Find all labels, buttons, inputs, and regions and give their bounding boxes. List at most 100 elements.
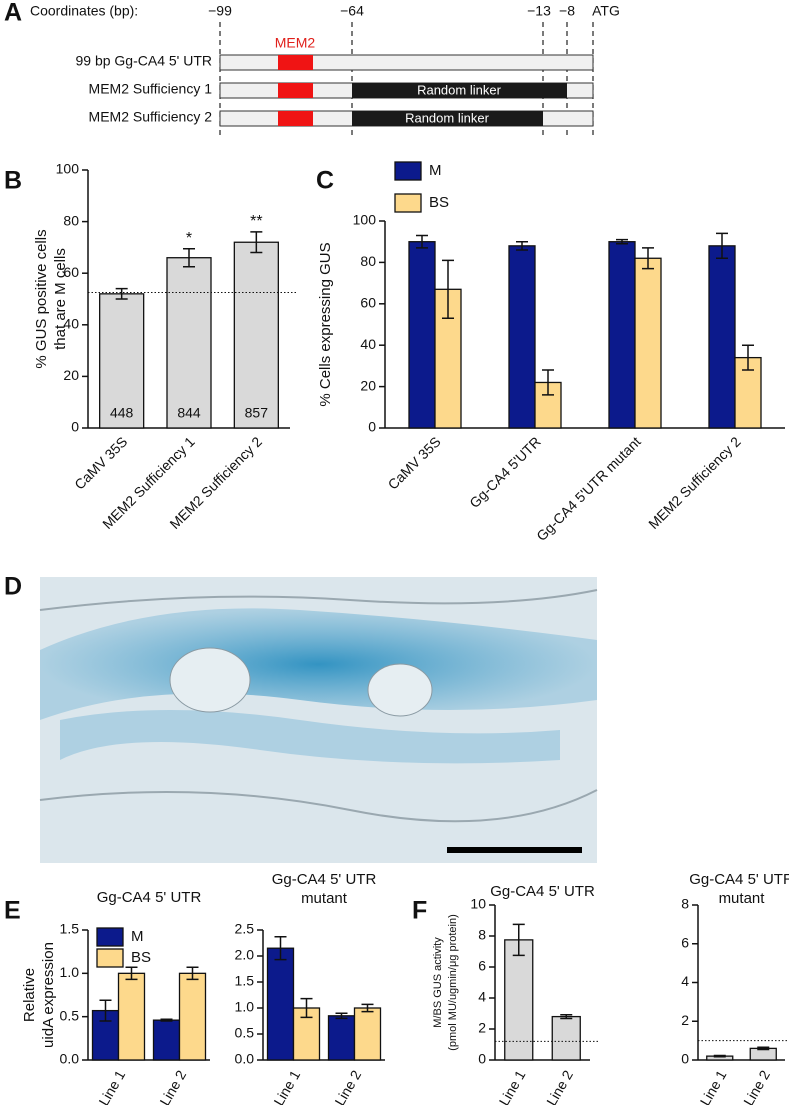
chart-title: Gg-CA4 5' UTR [490, 883, 595, 900]
linker-box [352, 111, 543, 126]
vein [169, 647, 251, 713]
y-tick-label: 1.0 [235, 999, 255, 1015]
x-tick-label: Line 1 [697, 1067, 730, 1105]
y-axis-label: % Cells expressing GUS [317, 242, 334, 406]
bar [178, 972, 207, 1061]
y-axis-label: that are M cells [52, 248, 69, 350]
y-tick-label: 0.0 [60, 1051, 80, 1067]
error-bar [442, 259, 454, 320]
mem2-box [278, 111, 313, 126]
x-tick-label: CaMV 35S [385, 433, 444, 492]
y-tick-label: 0.0 [235, 1051, 255, 1067]
vein [367, 663, 433, 717]
error-bar [542, 369, 554, 396]
row-label: MEM2 Sufficiency 1 [89, 81, 213, 97]
bar [508, 245, 536, 429]
error-bar [716, 232, 728, 260]
error-bar [335, 1012, 348, 1020]
y-tick-label: 0.5 [235, 1025, 255, 1041]
error-bar [512, 923, 525, 957]
y-tick-label: 8 [478, 927, 486, 943]
y-tick-label: 4 [681, 973, 689, 989]
legend-label: M [131, 928, 144, 945]
bar [408, 241, 436, 429]
linker-label: Random linker [417, 82, 501, 97]
y-tick-label: 60 [360, 295, 376, 311]
y-tick-label: 0 [478, 1051, 486, 1067]
coordinates-label: Coordinates (bp): [30, 3, 138, 19]
error-bar [742, 344, 754, 371]
x-tick-label: Line 2 [543, 1067, 576, 1105]
chart-title: Gg-CA4 5' UTR [272, 871, 377, 888]
error-bar [713, 1054, 726, 1058]
legend-swatch [96, 927, 124, 947]
y-tick-label: 1.5 [235, 973, 255, 989]
y-tick-label: 2 [478, 1020, 486, 1036]
x-tick-label: Line 1 [270, 1067, 303, 1105]
stained-tissue [60, 710, 560, 764]
error-bar [274, 936, 287, 961]
y-tick-label: 1.0 [60, 964, 80, 980]
bar [353, 1007, 382, 1061]
y-tick-label: 80 [63, 212, 79, 228]
coordinate: −99 [208, 3, 232, 19]
mem2-box [278, 55, 313, 70]
error-bar [160, 1018, 173, 1022]
linker-label: Random linker [405, 110, 489, 125]
error-bar [115, 287, 128, 300]
y-tick-label: 1.5 [60, 921, 80, 937]
error-bar [616, 238, 628, 245]
construct-diagram: Coordinates (bp): −99 −64 −13 −8 ATG MEM… [30, 3, 620, 136]
error-bar [516, 240, 528, 251]
error-bar [125, 966, 138, 981]
y-tick-label: 6 [681, 934, 689, 950]
cell-wall [39, 589, 598, 611]
y-tick-label: 60 [63, 264, 79, 280]
chart-title: Gg-CA4 5' UTR [689, 871, 789, 888]
y-axis-label: Relative [21, 968, 38, 1022]
element-label: MEM2 [275, 35, 316, 51]
count-label: 844 [177, 405, 201, 421]
micrograph [39, 577, 598, 863]
legend-swatch [394, 161, 422, 181]
y-tick-label: 0 [71, 419, 79, 435]
row-label: 99 bp Gg-CA4 5' UTR [75, 53, 212, 69]
chart: 0 2 4 6 8 10 M/BS GUS activity (pmol MU/ugmin/μ… [432, 883, 598, 1105]
y-axis-label: % GUS positive cells [33, 229, 50, 368]
chart: 0 20 40 60 80 100 % GUS positive cells that are… [33, 161, 298, 532]
x-tick-label: Gg-CA4 5'UTR [466, 433, 544, 511]
y-axis-label: uidA expression [40, 942, 57, 1048]
coordinate: −64 [340, 3, 364, 19]
bar [266, 947, 295, 1061]
mem2-box [278, 83, 313, 98]
error-bar [416, 234, 428, 249]
linker-box [352, 83, 567, 98]
panel-label: C [316, 167, 334, 195]
y-tick-label: 8 [681, 896, 689, 912]
chart: 0 2 4 6 8Gg-CA4 5' UTR mutant Line 1 Line 2 [681, 871, 789, 1105]
chart-title: mutant [719, 890, 766, 907]
y-tick-label: 40 [360, 336, 376, 352]
error-bar [642, 247, 654, 270]
y-tick-label: 0 [681, 1051, 689, 1067]
y-tick-label: 2.5 [235, 921, 255, 937]
error-bar [99, 999, 112, 1022]
legend-label: BS [429, 194, 449, 211]
bar [117, 972, 146, 1061]
error-bar [757, 1046, 770, 1051]
bar [233, 241, 279, 429]
significance-label: * [186, 230, 192, 247]
x-tick-label: Line 1 [496, 1067, 529, 1105]
y-tick-label: 100 [56, 161, 80, 177]
significance-label: ** [250, 213, 262, 230]
count-label: 448 [110, 405, 134, 421]
bar [551, 1015, 581, 1061]
y-tick-label: 80 [360, 253, 376, 269]
x-tick-label: CaMV 35S [71, 433, 130, 492]
x-tick-label: MEM2 Sufficiency 2 [645, 433, 744, 532]
y-tick-label: 20 [63, 367, 79, 383]
y-tick-label: 40 [63, 316, 79, 332]
error-bar [560, 1013, 573, 1020]
legend-swatch [394, 193, 422, 213]
chart-title: Gg-CA4 5' UTR [97, 889, 202, 906]
